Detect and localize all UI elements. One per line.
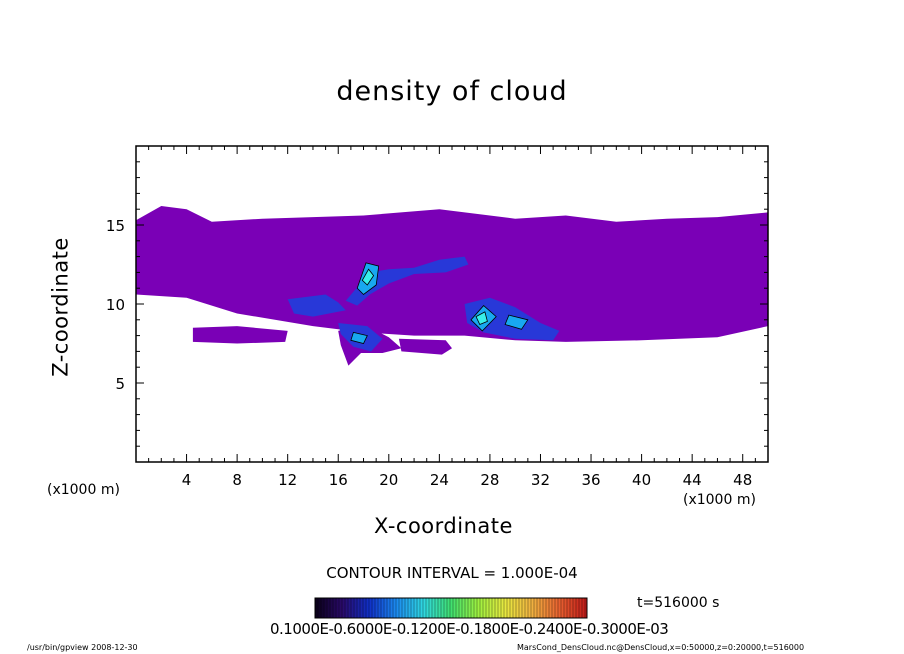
x-tick-label: 8: [232, 471, 242, 489]
footer-source: MarsCond_DensCloud.nc@DensCloud,x=0:5000…: [517, 643, 805, 652]
x-tick-label: 28: [480, 471, 499, 489]
cloud-field: [136, 206, 768, 366]
footer-program: /usr/bin/gpview 2008-12-30: [27, 643, 138, 652]
cloud-region-low: [136, 206, 768, 342]
chart-title: density of cloud: [336, 76, 568, 107]
time-label: t=516000 s: [637, 595, 720, 611]
x-tick-label: 16: [329, 471, 348, 489]
x-tick-label: 40: [632, 471, 651, 489]
x-tick-label: 32: [531, 471, 550, 489]
cloud-region-low: [192, 326, 288, 344]
y-tick-label: 15: [106, 217, 125, 235]
cloud-region-mid: [287, 294, 346, 317]
x-axis-unit-left: (x1000 m): [47, 482, 120, 498]
colorbar-frame: [314, 597, 588, 619]
cloud-region-peak: [475, 311, 488, 326]
x-tick-label: 24: [430, 471, 449, 489]
cloud-region-mid: [345, 256, 469, 306]
colorbar-labels: 0.1000E-0.6000E-0.1200E-0.1800E-0.2400E-…: [270, 620, 669, 638]
x-tick-label: 44: [683, 471, 702, 489]
y-tick-label: 5: [115, 375, 125, 393]
x-tick-label: 36: [581, 471, 600, 489]
y-axis-label: Z-coordinate: [48, 237, 73, 377]
x-tick-label: 4: [182, 471, 192, 489]
contour-interval-text: CONTOUR INTERVAL = 1.000E-04: [326, 564, 578, 582]
cloud-region-high: [350, 331, 368, 344]
x-axis-unit-right: (x1000 m): [683, 492, 756, 508]
cloud-region-low: [398, 338, 452, 355]
y-tick-label: 10: [106, 296, 125, 314]
x-tick-label: 48: [733, 471, 752, 489]
x-tick-label: 12: [278, 471, 297, 489]
x-tick-label: 20: [379, 471, 398, 489]
x-axis-label: X-coordinate: [374, 514, 513, 538]
cloud-region-peak: [361, 268, 375, 286]
cloud-region-high: [504, 314, 529, 330]
